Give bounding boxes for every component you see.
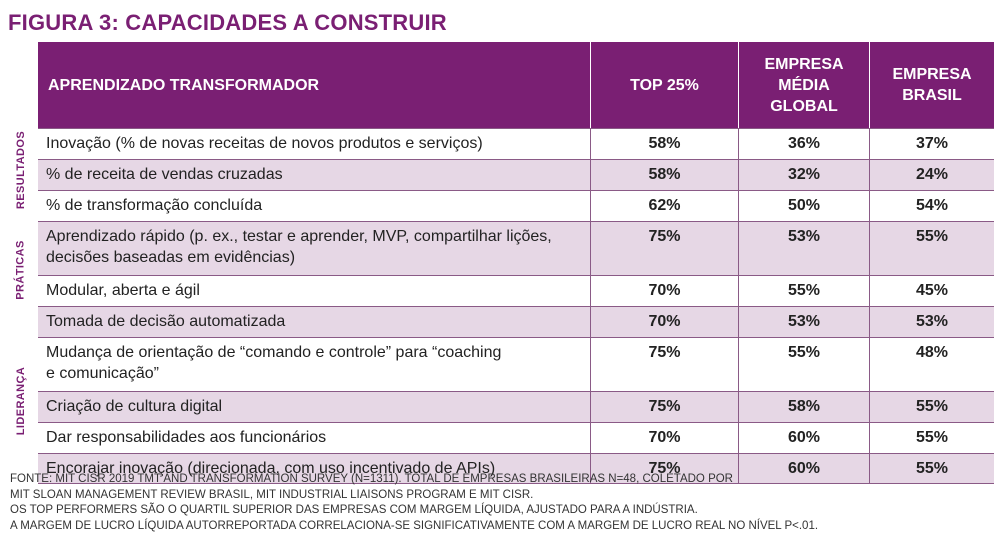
table-row: Encorajar inovação (direcionada, com uso…: [38, 453, 994, 484]
value-top25: 75%: [590, 392, 738, 422]
source-footnote: FONTE: MIT CISR 2019 TMT AND TRANSFORMAT…: [10, 472, 818, 534]
row-label: % de transformação concluída: [46, 197, 263, 214]
value-global: 32%: [738, 160, 869, 190]
table-header: APRENDIZADO TRANSFORMADOR TOP 25% EMPRES…: [38, 42, 994, 128]
value-brasil: 55%: [869, 454, 994, 483]
row-label: Encorajar inovação (direcionada, com uso…: [46, 460, 496, 477]
value-global: 53%: [738, 222, 869, 275]
section-label-praticas: PRÁTICAS: [15, 240, 27, 300]
value-brasil: 55%: [869, 423, 994, 453]
value-brasil: 24%: [869, 160, 994, 190]
table-row: Mudança de orientação de “comando e cont…: [38, 337, 994, 391]
header-empresa-media-global: EMPRESA MÉDIA GLOBAL: [738, 42, 869, 128]
value-brasil: 55%: [869, 392, 994, 422]
value-brasil: 48%: [869, 338, 994, 391]
value-brasil: 55%: [869, 222, 994, 275]
value-brasil: 54%: [869, 191, 994, 221]
value-top25: 58%: [590, 129, 738, 159]
value-top25: 62%: [590, 191, 738, 221]
row-label: Criação de cultura digital: [46, 398, 223, 415]
value-top25: 75%: [590, 454, 738, 483]
header-empresa-brasil: EMPRESA BRASIL: [869, 42, 994, 128]
value-top25: 75%: [590, 338, 738, 391]
value-global: 36%: [738, 129, 869, 159]
section-label-lideranca: LIDERANÇA: [15, 366, 28, 436]
footnote-line: OS TOP PERFORMERS SÃO O QUARTIL SUPERIOR…: [10, 504, 698, 516]
value-brasil: 45%: [869, 276, 994, 306]
header-top25: TOP 25%: [590, 42, 738, 128]
value-global: 50%: [738, 191, 869, 221]
table-row: % de receita de vendas cruzadas 58% 32% …: [38, 159, 994, 190]
row-label: Dar responsabilidades aos funcionários: [46, 429, 327, 446]
table-row: Modular, aberta e ágil 70% 55% 45%: [38, 275, 994, 306]
value-global: 55%: [738, 276, 869, 306]
value-top25: 70%: [590, 276, 738, 306]
value-top25: 75%: [590, 222, 738, 275]
row-label: Modular, aberta e ágil: [46, 282, 200, 299]
section-label-resultados: RESULTADOS: [15, 130, 27, 210]
table-row: Criação de cultura digital 75% 58% 55%: [38, 391, 994, 422]
row-label: Inovação (% de novas receitas de novos p…: [46, 135, 483, 152]
footnote-line: MIT SLOAN MANAGEMENT REVIEW BRASIL, MIT …: [10, 488, 534, 501]
table-row: % de transformação concluída 62% 50% 54%: [38, 190, 994, 221]
value-global: 53%: [738, 307, 869, 337]
figure-title: FIGURA 3: CAPACIDADES A CONSTRUIR: [8, 10, 447, 35]
table-row: Aprendizado rápido (p. ex., testar e apr…: [38, 221, 994, 275]
row-label: Aprendizado rápido (p. ex., testar e apr…: [46, 228, 552, 266]
value-global: 60%: [738, 454, 869, 483]
value-top25: 58%: [590, 160, 738, 190]
value-top25: 70%: [590, 423, 738, 453]
value-top25: 70%: [590, 307, 738, 337]
footnote-line: FONTE: MIT CISR 2019 TMT AND TRANSFORMAT…: [10, 473, 733, 485]
value-global: 60%: [738, 423, 869, 453]
value-global: 55%: [738, 338, 869, 391]
table-row: Inovação (% de novas receitas de novos p…: [38, 128, 994, 159]
row-label: % de receita de vendas cruzadas: [46, 166, 283, 183]
value-global: 58%: [738, 392, 869, 422]
value-brasil: 53%: [869, 307, 994, 337]
value-brasil: 37%: [869, 129, 994, 159]
table-row: Dar responsabilidades aos funcionários 7…: [38, 422, 994, 453]
row-label: Tomada de decisão automatizada: [46, 313, 286, 330]
header-aprendizado: APRENDIZADO TRANSFORMADOR: [48, 76, 320, 94]
row-label: Mudança de orientação de “comando e cont…: [46, 344, 502, 382]
footnote-line: A MARGEM DE LUCRO LÍQUIDA AUTORREPORTADA…: [10, 519, 819, 532]
table-row: Tomada de decisão automatizada 70% 53% 5…: [38, 306, 994, 337]
capabilities-table: APRENDIZADO TRANSFORMADOR TOP 25% EMPRES…: [38, 42, 994, 484]
